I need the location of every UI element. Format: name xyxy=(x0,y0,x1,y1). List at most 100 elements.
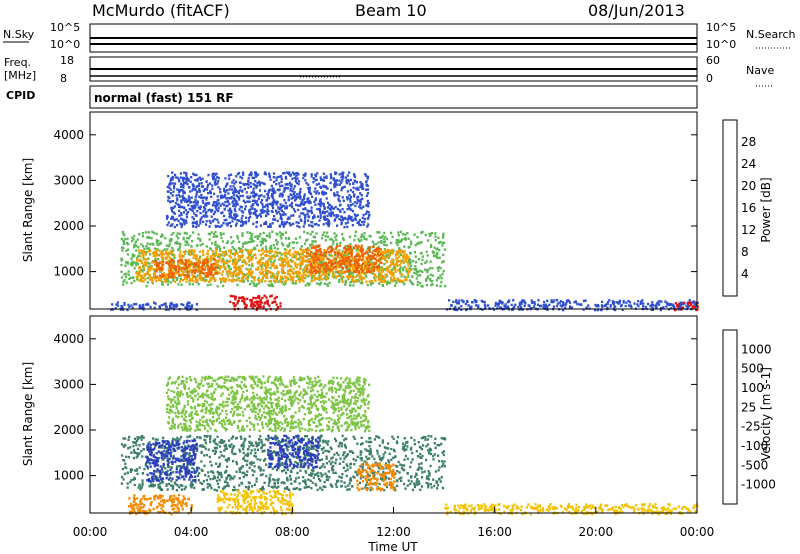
data-cell xyxy=(325,176,328,179)
data-cell xyxy=(351,224,354,227)
data-cell xyxy=(299,197,302,200)
data-cell xyxy=(241,245,244,248)
data-cell xyxy=(385,237,389,241)
data-cell xyxy=(236,237,240,240)
data-cell xyxy=(194,269,197,272)
data-cell xyxy=(297,476,300,479)
data-cell xyxy=(251,485,254,488)
data-cell xyxy=(317,269,320,273)
data-cell xyxy=(202,196,205,199)
data-cell xyxy=(314,198,317,201)
data-cell xyxy=(303,242,307,245)
data-cell xyxy=(356,196,359,199)
data-cell xyxy=(609,304,612,307)
data-cell xyxy=(155,241,158,244)
data-cell xyxy=(183,449,186,453)
data-cell xyxy=(306,238,309,241)
data-cell xyxy=(281,184,284,187)
data-cell xyxy=(365,180,368,183)
data-cell xyxy=(241,296,244,299)
data-cell xyxy=(324,268,327,271)
data-cell xyxy=(404,487,407,490)
data-cell xyxy=(268,189,271,192)
data-cell xyxy=(169,188,172,191)
data-cell xyxy=(359,264,362,268)
data-cell xyxy=(344,176,347,179)
data-cell xyxy=(167,174,170,178)
data-cell xyxy=(310,274,313,277)
data-cell xyxy=(157,477,160,480)
data-cell xyxy=(259,240,262,243)
data-cell xyxy=(265,204,268,207)
data-cell xyxy=(239,186,242,189)
data-cell xyxy=(246,241,249,244)
data-cell xyxy=(290,201,294,205)
data-cell xyxy=(460,308,463,311)
data-cell xyxy=(363,260,366,263)
data-cell xyxy=(359,275,363,279)
data-cell xyxy=(139,255,142,258)
data-cell xyxy=(387,256,390,259)
data-cell xyxy=(202,263,205,266)
data-cell xyxy=(317,192,321,195)
data-cell xyxy=(220,224,223,227)
data-cell xyxy=(436,266,439,270)
data-cell xyxy=(263,195,266,198)
data-cell xyxy=(366,204,369,207)
data-cell xyxy=(315,175,318,178)
data-cell xyxy=(146,276,149,280)
data-cell xyxy=(223,208,226,211)
data-cell xyxy=(164,256,167,259)
data-cell xyxy=(261,247,264,250)
data-cell xyxy=(173,481,176,484)
data-cell xyxy=(123,273,126,276)
data-cell xyxy=(252,183,255,186)
data-cell xyxy=(303,268,306,271)
data-cell xyxy=(337,197,340,200)
data-cell xyxy=(241,190,244,193)
data-cell xyxy=(169,181,172,184)
data-cell xyxy=(280,177,283,181)
data-cell xyxy=(126,482,129,485)
data-cell xyxy=(403,437,406,440)
data-cell xyxy=(658,303,661,306)
data-cell xyxy=(304,179,307,182)
data-cell xyxy=(319,198,322,201)
station-title: McMurdo (fitACF) xyxy=(92,1,230,20)
data-cell xyxy=(265,214,268,217)
data-cell xyxy=(144,258,148,261)
data-cell xyxy=(432,254,436,258)
data-cell xyxy=(412,260,415,263)
data-cell xyxy=(203,208,206,211)
data-cell xyxy=(217,225,220,228)
data-cell xyxy=(191,209,194,213)
data-cell xyxy=(337,198,340,202)
data-cell xyxy=(126,253,129,256)
data-cell xyxy=(176,436,179,440)
data-cell xyxy=(580,303,583,306)
data-cell xyxy=(161,234,164,238)
data-cell xyxy=(263,264,266,267)
data-cell xyxy=(295,203,298,207)
data-cell xyxy=(427,470,430,473)
data-cell xyxy=(371,251,374,254)
data-cell xyxy=(180,303,183,306)
data-cell xyxy=(260,268,263,271)
data-cell xyxy=(336,193,339,197)
data-cell xyxy=(385,269,388,272)
data-cell xyxy=(259,253,262,257)
data-cell xyxy=(227,174,231,177)
data-cell xyxy=(147,265,150,268)
data-cell xyxy=(299,276,302,279)
data-cell xyxy=(327,206,330,209)
data-cell xyxy=(255,225,258,228)
data-cell xyxy=(408,270,411,273)
data-cell xyxy=(390,231,393,235)
data-cell xyxy=(214,438,217,441)
data-cell xyxy=(175,278,178,281)
data-cell xyxy=(230,272,233,275)
data-cell xyxy=(641,299,644,302)
data-cell xyxy=(140,306,143,309)
data-cell xyxy=(177,283,180,286)
data-cell xyxy=(386,252,389,255)
